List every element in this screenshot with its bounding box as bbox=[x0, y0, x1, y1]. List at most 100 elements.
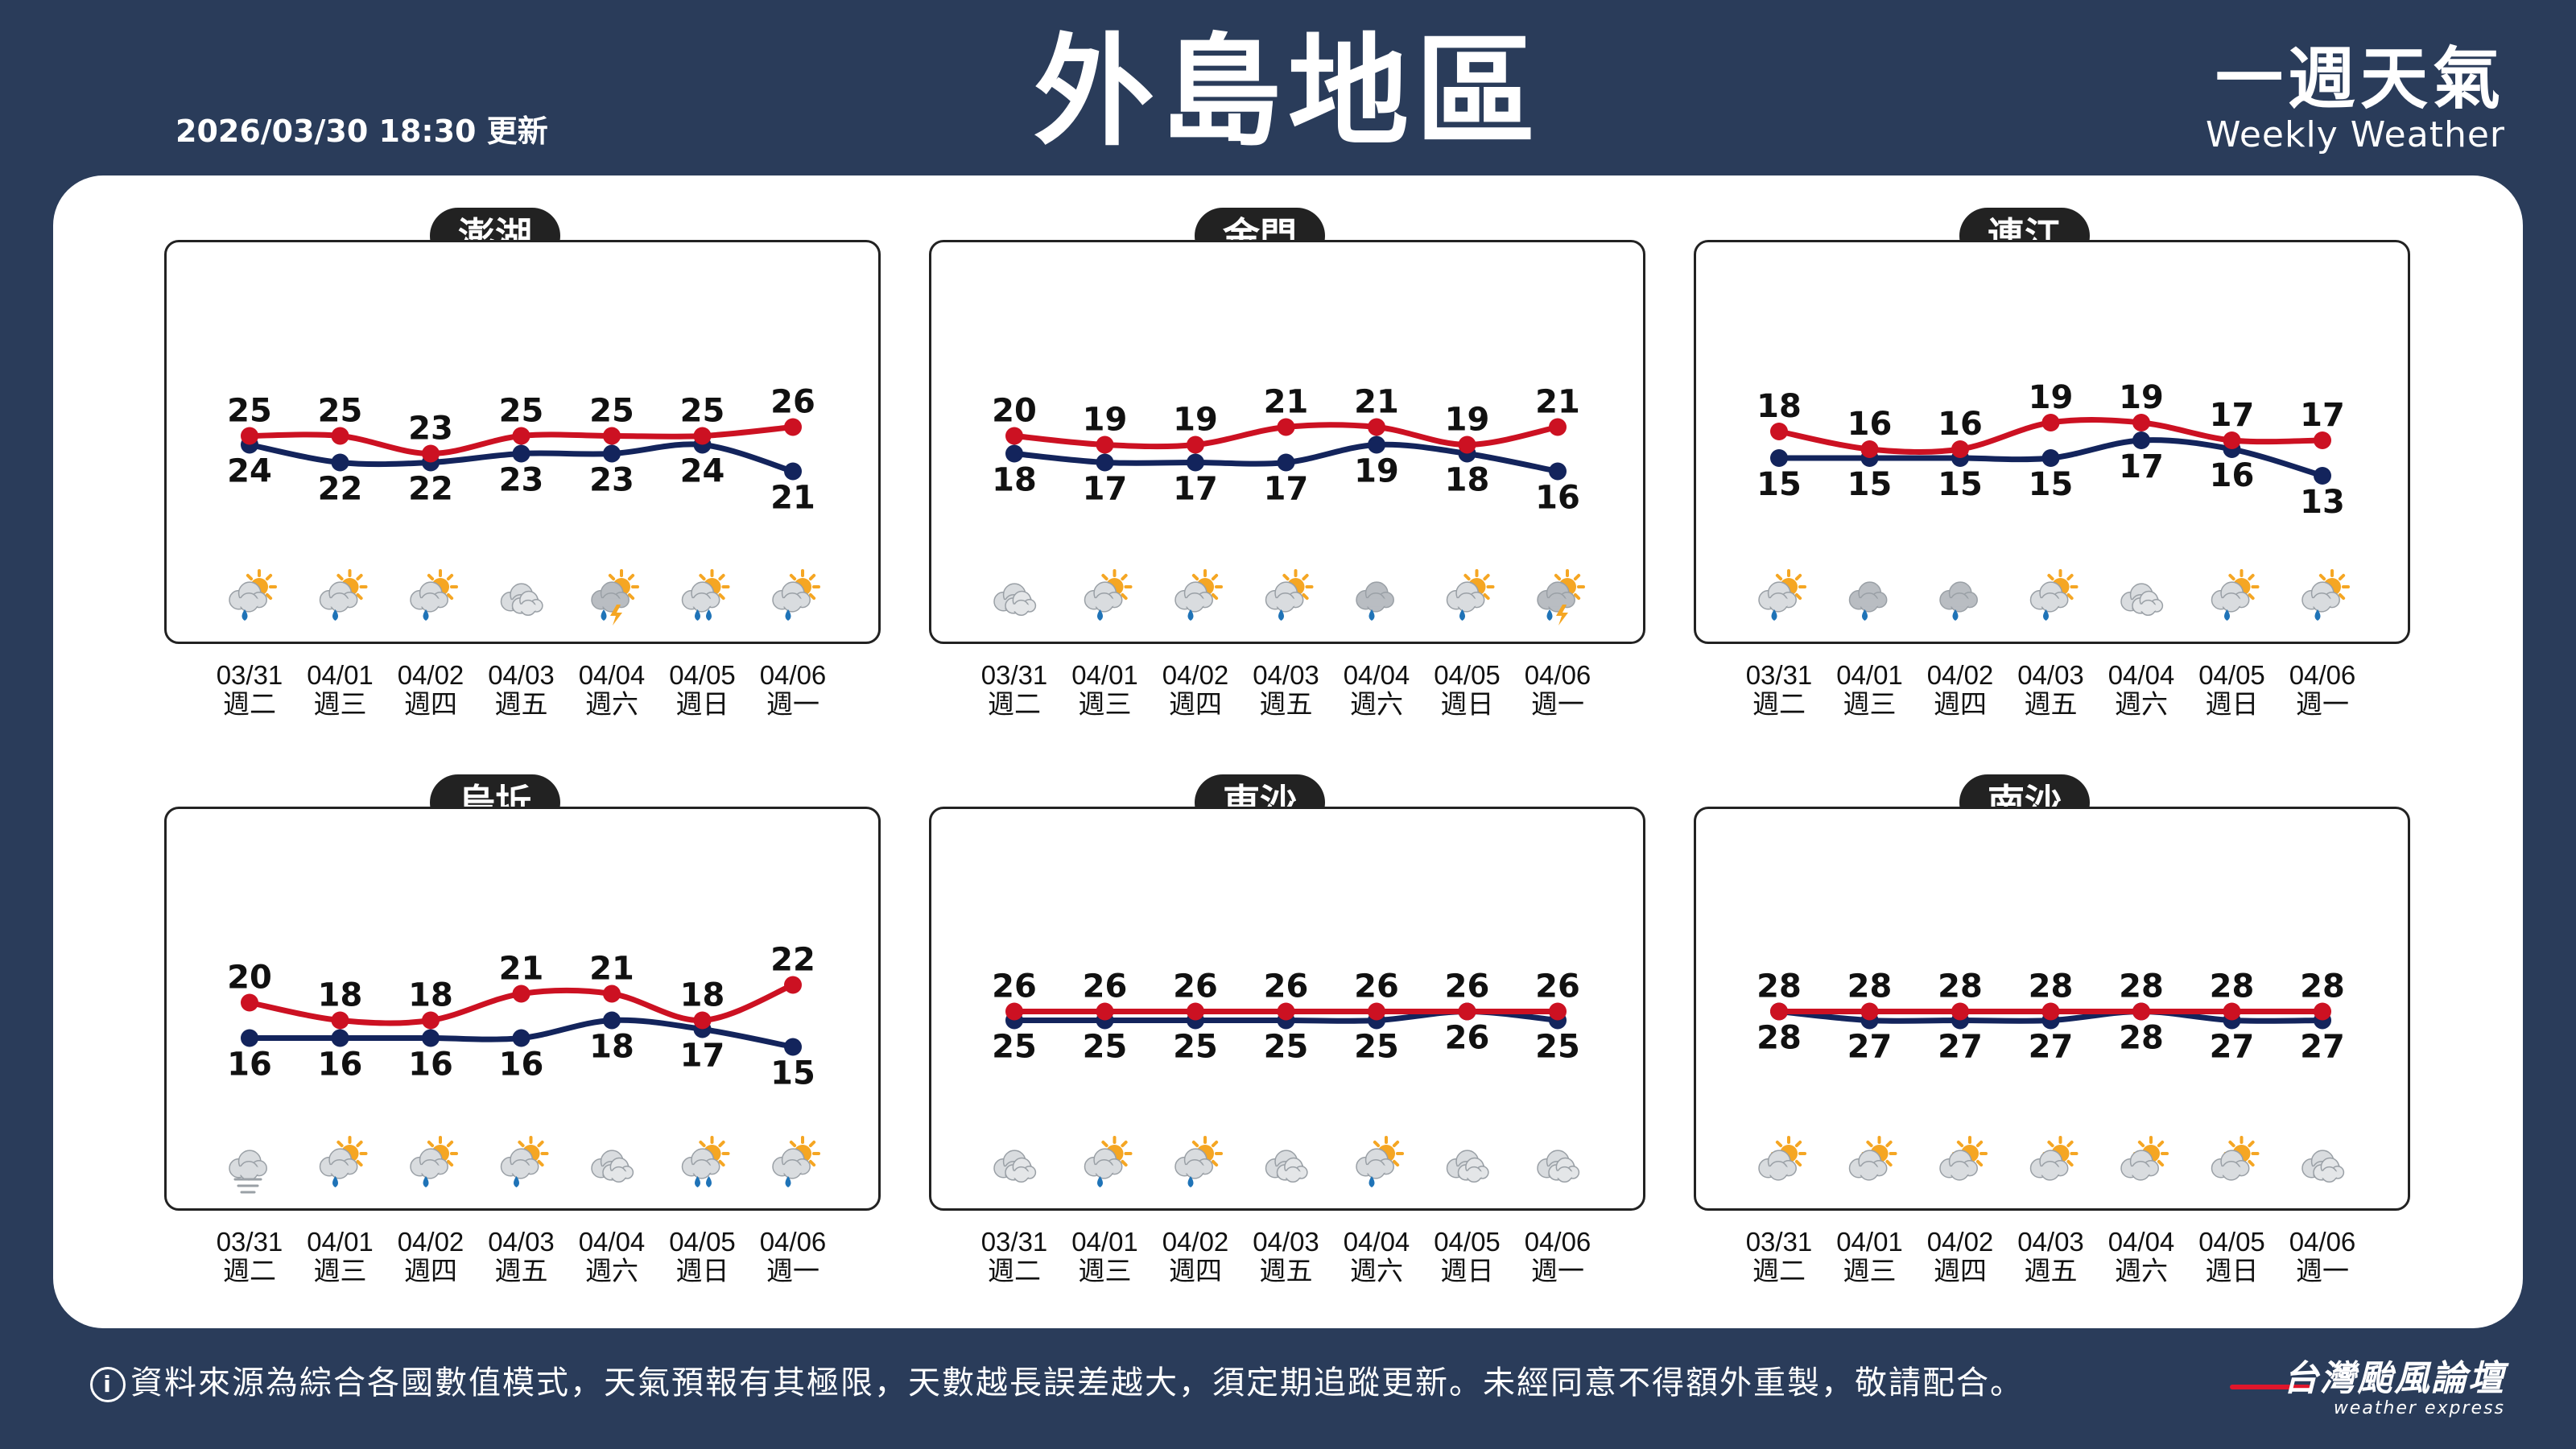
low-temp-label: 17 bbox=[1173, 471, 1218, 508]
date-label: 04/04 bbox=[2108, 660, 2175, 690]
low-temp-label: 25 bbox=[1354, 1029, 1399, 1066]
low-temp-label: 21 bbox=[770, 480, 815, 517]
high-temp-label: 26 bbox=[1354, 968, 1399, 1005]
cloudy-icon bbox=[2120, 583, 2164, 617]
high-temp-point bbox=[1187, 436, 1204, 454]
high-temp-label: 18 bbox=[1757, 388, 1802, 425]
date-label: 04/01 bbox=[307, 660, 374, 690]
high-temp-point bbox=[1277, 1002, 1295, 1021]
low-temp-label: 27 bbox=[1847, 1029, 1893, 1066]
low-temp-label: 16 bbox=[318, 1046, 363, 1084]
low-temp-label: 16 bbox=[1535, 480, 1580, 517]
weekday-label: 週三 bbox=[314, 689, 367, 719]
forum-subtitle: weather express bbox=[2333, 1398, 2505, 1418]
high-temp-label: 20 bbox=[227, 960, 272, 997]
low-temp-label: 27 bbox=[2029, 1029, 2074, 1066]
high-temp-label: 18 bbox=[408, 977, 453, 1014]
low-temp-label: 16 bbox=[227, 1046, 272, 1084]
high-temp-label: 16 bbox=[1938, 406, 1983, 443]
weekday-label: 週五 bbox=[2025, 689, 2078, 719]
thunderstorm-icon bbox=[591, 569, 639, 625]
high-temp-point bbox=[1368, 418, 1385, 436]
cloudy-icon bbox=[2301, 1150, 2345, 1183]
low-temp-point bbox=[512, 1029, 530, 1047]
region-panel-nansha: 南沙 28 28 28 28 28 28 28 28 27 27 27 28 27 27 03/31 週二 04… bbox=[1694, 758, 2467, 1306]
partly-cloudy-rain-icon bbox=[1084, 569, 1133, 621]
low-temp-label: 15 bbox=[770, 1055, 815, 1092]
info-icon: i bbox=[90, 1367, 126, 1402]
chart-frame bbox=[164, 240, 881, 644]
forum-logo-stripe bbox=[2230, 1385, 2310, 1389]
weekday-label: 週三 bbox=[1079, 689, 1132, 719]
cloudy-icon bbox=[1537, 1150, 1580, 1183]
high-temp-point bbox=[2223, 431, 2241, 449]
weekday-label: 週五 bbox=[1260, 689, 1313, 719]
partly-cloudy-rain-icon bbox=[229, 569, 277, 621]
weekday-label: 週三 bbox=[1079, 1256, 1132, 1286]
cloudy-icon bbox=[1265, 1150, 1308, 1183]
date-label: 04/02 bbox=[1927, 660, 1994, 690]
high-temp-label: 26 bbox=[992, 968, 1037, 1005]
date-label: 04/01 bbox=[1836, 660, 1903, 690]
low-temp-label: 17 bbox=[1264, 471, 1309, 508]
forecast-card: 澎湖 25 25 23 25 25 25 26 24 22 22 23 23 24 21 03/31 週二 04… bbox=[53, 175, 2523, 1328]
weekday-label: 週日 bbox=[676, 1256, 729, 1286]
date-label: 04/05 bbox=[2198, 1227, 2265, 1257]
date-label: 04/01 bbox=[1836, 1227, 1903, 1257]
high-temp-label: 22 bbox=[770, 942, 815, 979]
low-temp-point bbox=[2314, 467, 2331, 485]
weekday-label: 週五 bbox=[495, 1256, 548, 1286]
low-temp-label: 17 bbox=[2119, 448, 2164, 485]
partly-cloudy-rain-icon bbox=[1265, 569, 1314, 621]
date-label: 04/05 bbox=[669, 660, 736, 690]
high-temp-point bbox=[2041, 414, 2060, 431]
partly-cloudy-rain-icon bbox=[410, 569, 458, 621]
low-temp-label: 27 bbox=[2210, 1029, 2255, 1066]
high-temp-label: 19 bbox=[2119, 379, 2164, 416]
low-temp-label: 26 bbox=[1445, 1020, 1490, 1057]
date-label: 04/03 bbox=[488, 660, 555, 690]
disclaimer-text: 資料來源為綜合各國數值模式，天氣預報有其極限，天數越長誤差越大，須定期追蹤更新。… bbox=[130, 1364, 2024, 1402]
high-temp-point bbox=[331, 427, 349, 445]
low-temp-label: 24 bbox=[227, 453, 272, 490]
cloudy-icon bbox=[500, 583, 543, 617]
partly-cloudy-rain-icon bbox=[500, 1136, 549, 1187]
high-temp-point bbox=[1770, 423, 1788, 440]
weekday-label: 週六 bbox=[585, 689, 638, 719]
weekday-label: 週六 bbox=[1350, 689, 1403, 719]
high-temp-label: 19 bbox=[1173, 402, 1218, 439]
high-temp-point bbox=[1096, 1002, 1114, 1021]
partly-cloudy-heavy-rain-icon bbox=[681, 1136, 730, 1187]
high-temp-label: 28 bbox=[1847, 968, 1893, 1005]
low-temp-label: 16 bbox=[2210, 457, 2255, 494]
high-temp-label: 21 bbox=[499, 951, 544, 988]
low-temp-point bbox=[1770, 449, 1788, 467]
high-temp-point bbox=[241, 993, 258, 1012]
date-label: 04/06 bbox=[760, 660, 827, 690]
low-temp-point bbox=[331, 1029, 349, 1047]
low-temp-point bbox=[331, 453, 349, 472]
high-temp-label: 23 bbox=[408, 411, 453, 448]
high-temp-label: 17 bbox=[2300, 397, 2345, 434]
footer-disclaimer: i 資料來源為綜合各國數值模式，天氣預報有其極限，天數越長誤差越大，須定期追蹤更新… bbox=[90, 1360, 2024, 1406]
high-temp-point bbox=[1005, 427, 1023, 445]
thunderstorm-icon bbox=[1537, 569, 1585, 625]
low-temp-point bbox=[241, 1029, 258, 1047]
high-temp-label: 25 bbox=[680, 393, 725, 430]
high-temp-point bbox=[1951, 440, 1969, 458]
weekday-label: 週三 bbox=[314, 1256, 367, 1286]
partly-cloudy-rain-icon bbox=[2211, 569, 2260, 621]
low-temp-point bbox=[784, 1038, 802, 1056]
low-temp-label: 25 bbox=[1264, 1029, 1309, 1066]
weekday-label: 週二 bbox=[1752, 1256, 1806, 1286]
date-label: 03/31 bbox=[217, 1227, 283, 1257]
partly-cloudy-rain-icon bbox=[319, 569, 368, 621]
low-temp-point bbox=[1187, 453, 1204, 472]
high-temp-label: 21 bbox=[1354, 384, 1399, 421]
high-temp-point bbox=[1458, 436, 1476, 454]
update-timestamp: 2026/03/30 18:30 更新 bbox=[175, 114, 548, 149]
partly-cloudy-rain-icon bbox=[1084, 1136, 1133, 1187]
high-temp-point bbox=[1187, 1002, 1204, 1021]
